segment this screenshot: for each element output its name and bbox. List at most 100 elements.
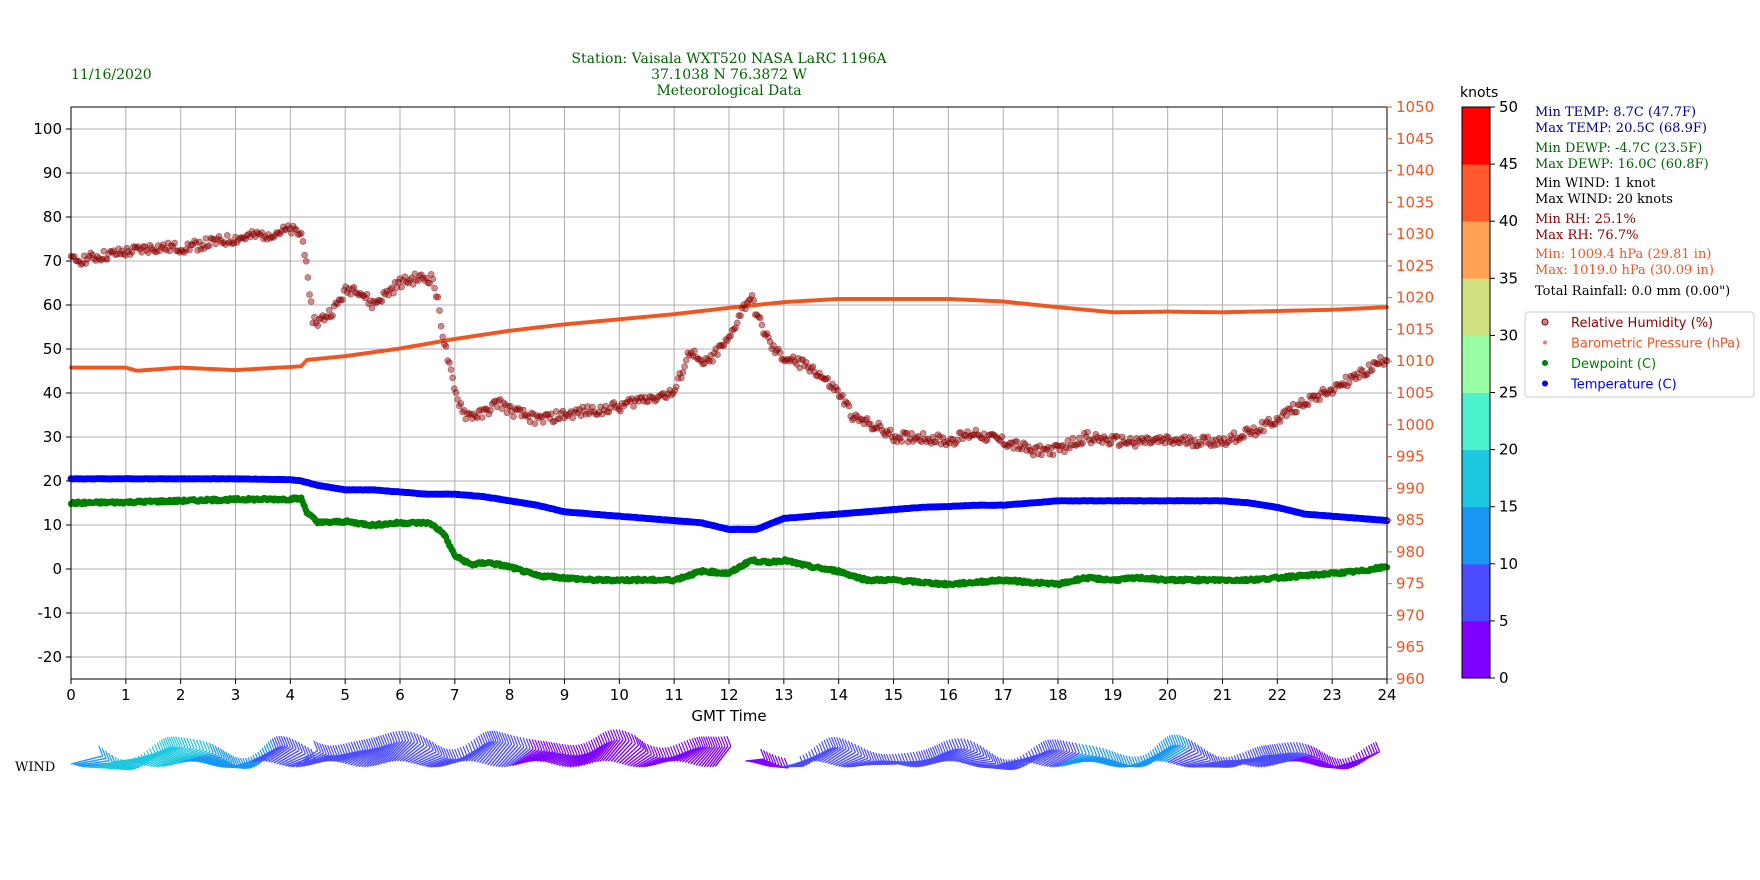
data-point <box>839 391 846 399</box>
data-point <box>301 251 308 259</box>
data-point <box>998 433 1006 440</box>
title-line-1: Station: Vaisala WXT520 NASA LaRC 1196A <box>571 51 887 67</box>
left-tick-label: 0 <box>52 560 62 578</box>
x-tick-label: 22 <box>1268 686 1287 704</box>
date-label: 11/16/2020 <box>71 67 152 83</box>
data-point <box>824 374 832 382</box>
left-tick-label: -20 <box>38 648 63 666</box>
data-point <box>449 374 456 382</box>
x-tick-label: 7 <box>450 686 460 704</box>
left-tick-label: -10 <box>38 604 63 622</box>
x-tick-label: 6 <box>395 686 405 704</box>
data-point <box>845 402 853 410</box>
x-tick-label: 23 <box>1323 686 1342 704</box>
right-tick-label: 965 <box>1396 638 1425 656</box>
x-tick-label: 14 <box>829 686 848 704</box>
data-point <box>1368 366 1376 374</box>
x-tick-label: 5 <box>340 686 350 704</box>
data-point <box>1345 379 1353 387</box>
right-tick-label: 980 <box>1396 543 1425 561</box>
data-point <box>1260 427 1267 435</box>
data-point <box>329 312 336 319</box>
data-point <box>539 419 547 426</box>
x-tick-label: 13 <box>774 686 793 704</box>
left-tick-label: 30 <box>43 428 62 446</box>
data-point <box>325 306 333 314</box>
data-point <box>737 312 744 320</box>
data-point <box>1230 429 1238 436</box>
data-point <box>1038 451 1045 459</box>
data-point <box>834 386 841 394</box>
x-tick-label: 9 <box>560 686 570 704</box>
data-point <box>478 414 486 421</box>
data-point <box>434 293 442 301</box>
right-tick-label: 1010 <box>1396 352 1434 370</box>
data-point <box>673 383 680 391</box>
data-point <box>223 232 231 239</box>
left-tick-label: 50 <box>43 340 62 358</box>
data-point <box>339 296 346 304</box>
wind-barb-flag <box>101 748 107 759</box>
data-point <box>1304 401 1312 409</box>
right-tick-label: 1035 <box>1396 193 1434 211</box>
left-tick-label: 80 <box>43 208 62 226</box>
x-tick-label: 18 <box>1048 686 1067 704</box>
data-point <box>733 319 741 327</box>
data-point <box>103 256 111 263</box>
data-point <box>742 305 749 313</box>
data-point <box>205 242 213 249</box>
x-tick-label: 21 <box>1213 686 1232 704</box>
data-point <box>302 257 310 265</box>
data-point <box>297 229 305 237</box>
right-tick-label: 1040 <box>1396 162 1434 180</box>
wind-label: WIND <box>15 760 55 775</box>
left-tick-label: 90 <box>43 164 62 182</box>
data-point <box>681 363 688 370</box>
x-tick-label: 0 <box>66 686 76 704</box>
x-tick-label: 11 <box>665 686 684 704</box>
x-tick-label: 1 <box>121 686 131 704</box>
data-point <box>304 274 312 281</box>
right-axis: 9609659709759809859909951000100510101015… <box>1387 98 1434 688</box>
right-tick-label: 1025 <box>1396 257 1434 275</box>
data-point <box>1293 408 1300 416</box>
right-tick-label: 1005 <box>1396 384 1434 402</box>
right-tick-label: 975 <box>1396 575 1425 593</box>
x-axis: 0 1 2 3 4 5 6 7 8 9 10 11 12 13 14 15 16 17 18 19 20 21 22 23 24 <box>66 679 1397 704</box>
left-tick-label: 40 <box>43 384 62 402</box>
right-tick-label: 1000 <box>1396 416 1434 434</box>
data-point <box>809 363 817 370</box>
data-point <box>487 407 494 414</box>
data-point <box>1132 443 1139 450</box>
data-point <box>390 289 397 297</box>
left-tick-label: 20 <box>43 472 62 490</box>
data-point <box>758 321 766 329</box>
data-point <box>898 438 906 445</box>
x-tick-label: 19 <box>1103 686 1122 704</box>
left-tick-label: 60 <box>43 296 62 314</box>
data-point <box>1013 438 1021 445</box>
series-layer <box>67 222 1391 589</box>
data-point <box>691 347 698 355</box>
x-tick-label: 16 <box>939 686 958 704</box>
x-tick-label: 20 <box>1158 686 1177 704</box>
data-point <box>886 426 894 434</box>
data-point <box>307 298 315 305</box>
data-point <box>756 314 764 322</box>
data-point <box>452 389 460 396</box>
data-point <box>630 403 637 410</box>
data-point <box>446 359 453 366</box>
data-point <box>436 307 443 314</box>
x-tick-label: 24 <box>1377 686 1396 704</box>
right-tick-label: 990 <box>1396 479 1425 497</box>
data-point <box>447 366 455 373</box>
data-point <box>457 400 465 407</box>
x-tick-label: 2 <box>176 686 186 704</box>
wind-barb-flag <box>98 745 104 757</box>
left-tick-label: 100 <box>33 120 62 138</box>
data-point <box>1084 428 1091 436</box>
data-point <box>398 283 405 291</box>
right-tick-label: 1050 <box>1396 98 1434 116</box>
data-point <box>128 248 136 256</box>
x-tick-label: 15 <box>884 686 903 704</box>
